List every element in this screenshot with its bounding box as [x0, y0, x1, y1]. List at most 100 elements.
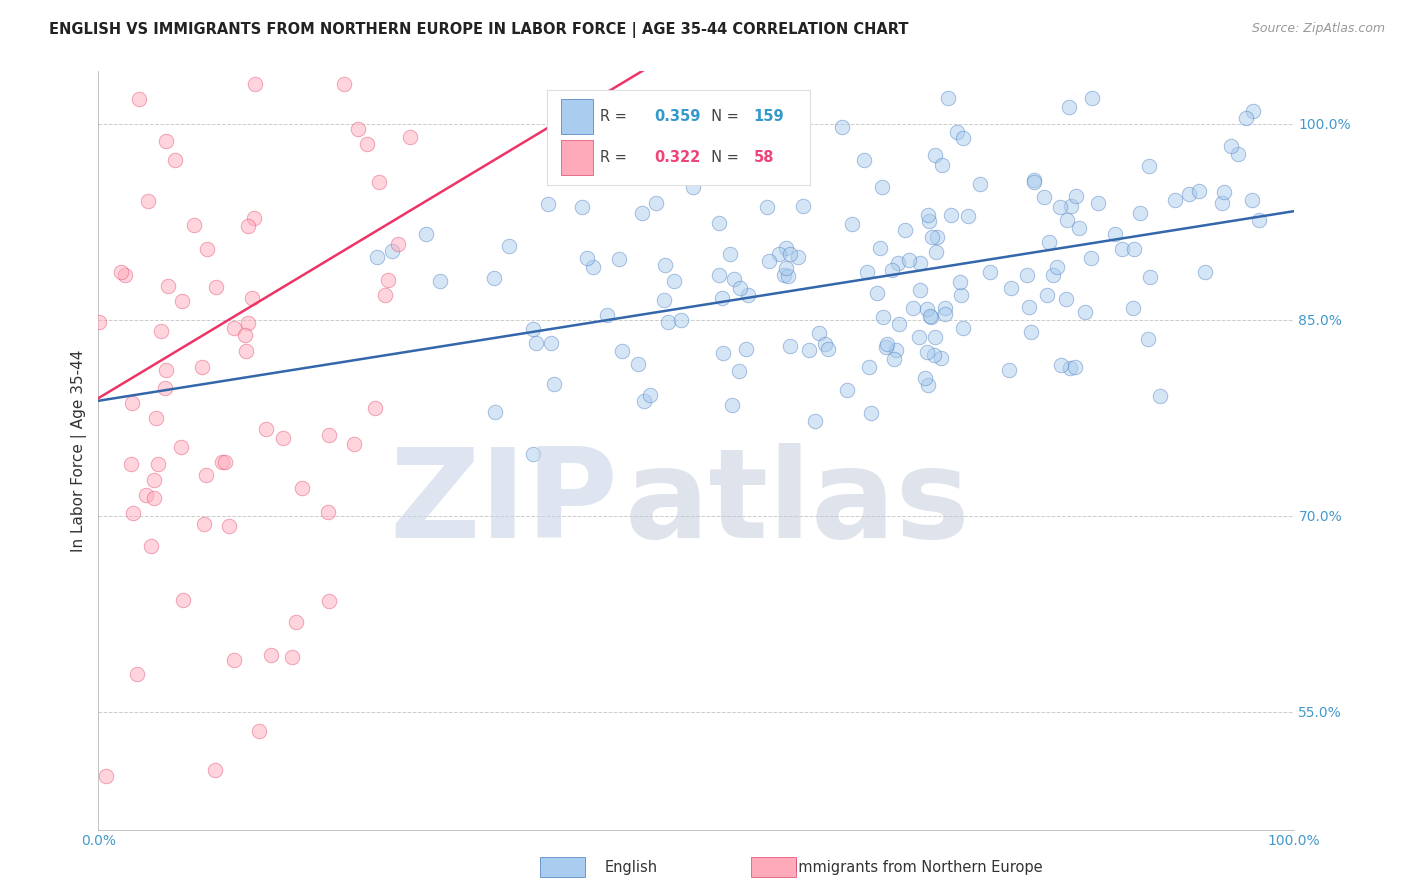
Point	[195, 242, 218, 256]
Point	[1194, 265, 1216, 279]
Point	[870, 180, 893, 194]
Point	[925, 230, 948, 244]
Point	[1063, 360, 1085, 375]
Point	[1178, 187, 1201, 202]
Point	[540, 335, 562, 350]
Point	[222, 321, 245, 335]
Point	[1247, 213, 1270, 227]
Point	[875, 340, 897, 354]
Point	[135, 488, 157, 502]
Point	[808, 326, 831, 340]
Point	[346, 121, 368, 136]
Point	[920, 310, 942, 325]
Point	[908, 283, 931, 297]
Point	[1080, 251, 1102, 265]
Text: N =: N =	[702, 150, 744, 165]
Point	[918, 214, 941, 228]
Point	[903, 301, 925, 315]
Point	[917, 208, 939, 222]
Text: 159: 159	[754, 110, 785, 124]
Point	[797, 343, 820, 357]
Point	[949, 276, 972, 290]
Point	[110, 264, 132, 278]
Point	[1066, 189, 1088, 203]
Point	[571, 201, 593, 215]
Point	[218, 519, 240, 533]
Point	[718, 247, 741, 261]
Point	[921, 229, 943, 244]
Point	[652, 293, 675, 307]
Point	[1018, 301, 1040, 315]
Point	[728, 281, 751, 295]
Text: R =: R =	[600, 110, 631, 124]
Point	[1024, 175, 1046, 189]
Point	[914, 371, 936, 385]
Point	[172, 593, 194, 607]
Point	[318, 594, 340, 608]
Point	[114, 268, 136, 282]
Point	[638, 388, 661, 402]
Point	[858, 360, 880, 375]
Point	[543, 377, 565, 392]
Text: Source: ZipAtlas.com: Source: ZipAtlas.com	[1251, 22, 1385, 36]
Point	[737, 288, 759, 302]
Text: 58: 58	[754, 150, 773, 165]
Point	[87, 314, 110, 328]
Point	[1038, 235, 1060, 249]
Point	[1122, 243, 1144, 257]
Text: ENGLISH VS IMMIGRANTS FROM NORTHERN EUROPE IN LABOR FORCE | AGE 35-44 CORRELATIO: ENGLISH VS IMMIGRANTS FROM NORTHERN EURO…	[49, 22, 908, 38]
Point	[1059, 100, 1081, 114]
Point	[866, 286, 889, 301]
Point	[121, 396, 143, 410]
Point	[575, 251, 598, 265]
Point	[214, 455, 236, 469]
Point	[1035, 287, 1057, 301]
Point	[128, 92, 150, 106]
Point	[917, 378, 939, 392]
Point	[1017, 268, 1039, 282]
Point	[626, 357, 648, 371]
Point	[941, 208, 963, 222]
Point	[183, 218, 205, 232]
Point	[841, 217, 863, 231]
Point	[711, 345, 734, 359]
Point	[772, 268, 794, 283]
Point	[1050, 358, 1073, 372]
Text: ZIP: ZIP	[389, 443, 619, 564]
Point	[929, 351, 952, 366]
Point	[364, 401, 387, 416]
Point	[852, 153, 875, 167]
Point	[792, 198, 814, 212]
Point	[120, 458, 142, 472]
Point	[633, 393, 655, 408]
Point	[211, 455, 233, 469]
Point	[1227, 146, 1250, 161]
Point	[238, 219, 260, 233]
Point	[883, 352, 905, 367]
Point	[153, 381, 176, 395]
Point	[596, 308, 619, 322]
Point	[374, 288, 396, 302]
Point	[145, 411, 167, 425]
Point	[607, 252, 630, 267]
Point	[884, 343, 907, 357]
Point	[934, 307, 956, 321]
Point	[1054, 292, 1077, 306]
Point	[775, 261, 797, 276]
Point	[254, 422, 277, 436]
Point	[146, 457, 169, 471]
Point	[627, 157, 650, 171]
Point	[165, 153, 187, 167]
Point	[876, 336, 898, 351]
Point	[756, 200, 779, 214]
Point	[915, 302, 938, 317]
Point	[1219, 138, 1241, 153]
Point	[399, 129, 422, 144]
Point	[377, 273, 399, 287]
Y-axis label: In Labor Force | Age 35-44: In Labor Force | Age 35-44	[72, 350, 87, 551]
Point	[922, 348, 945, 362]
Point	[243, 211, 266, 226]
Point	[682, 179, 704, 194]
Point	[429, 274, 451, 288]
Point	[94, 769, 117, 783]
